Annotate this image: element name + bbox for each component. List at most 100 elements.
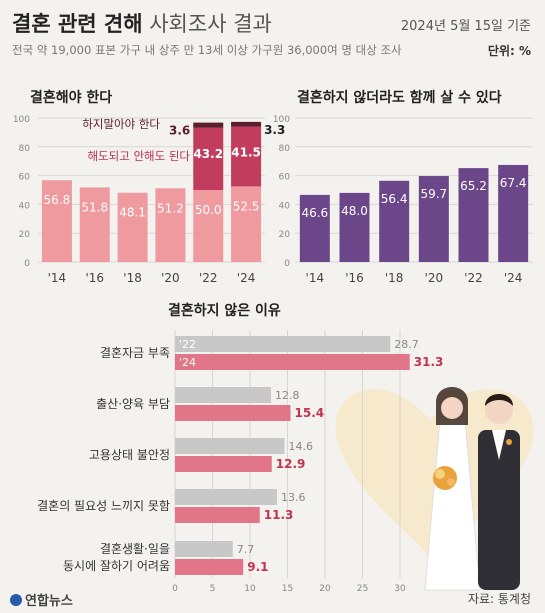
chart3-xtick: 5 — [210, 584, 216, 594]
groom-face-icon — [485, 396, 513, 424]
chart1-bar-label: 51.8 — [81, 200, 108, 214]
chart3-category: 결혼생활·일을 — [100, 542, 170, 556]
chart3-category: 출산·양육 부담 — [96, 397, 170, 411]
chart1-ytick: 0 — [24, 259, 30, 269]
groom-shirt-icon — [492, 430, 506, 460]
chart3-label-24: 9.1 — [247, 560, 268, 574]
chart3-bar-24 — [175, 405, 291, 421]
chart3-label-24: 11.3 — [264, 508, 294, 522]
chart1-top-label: 3.3 — [264, 123, 285, 137]
chart1-ytick: 60 — [19, 173, 31, 183]
chart3-label-22: 7.7 — [237, 543, 255, 556]
chart1-bar — [41, 180, 72, 262]
chart2-bar — [458, 168, 489, 262]
chart3-category: 동시에 잘하기 어려움 — [63, 559, 170, 573]
chart1-ytick: 20 — [19, 230, 31, 240]
chart1-top-label: 3.6 — [169, 124, 190, 138]
groom-suit-icon — [478, 430, 520, 590]
chart1-xtick: '16 — [85, 271, 104, 285]
chart3-bar-24 — [175, 559, 244, 575]
chart1-ytick: 100 — [13, 115, 30, 125]
chart1-bar — [117, 192, 148, 262]
chart1-xtick: '24 — [237, 271, 256, 285]
chart3-label-22: 12.8 — [275, 389, 300, 402]
chart3-label-24: 31.3 — [414, 355, 444, 369]
chart1-legend-mid: 해도되고 안해도 된다 — [87, 149, 190, 163]
chart2-bar-label: 67.4 — [500, 176, 527, 190]
date-label: 2024년 5월 15일 기준 — [400, 19, 531, 34]
chart2-bar — [379, 180, 410, 262]
chart3-category: 결혼자금 부족 — [100, 346, 170, 360]
chart3-label-24: 12.9 — [276, 457, 306, 471]
chart2-ytick: 100 — [273, 115, 290, 125]
chart1-xtick: '14 — [48, 271, 67, 285]
logo-text: 연합뉴스 — [25, 594, 73, 609]
chart3-label-22: 13.6 — [281, 491, 306, 504]
chart1-title: 결혼해야 한다 — [30, 89, 112, 106]
chart2-ytick: 60 — [279, 173, 291, 183]
chart2-ytick: 0 — [284, 259, 290, 269]
chart3-xtick: 15 — [282, 584, 293, 594]
title-sub: 사회조사 결과 — [149, 12, 272, 36]
chart1-bar-mid — [193, 127, 224, 190]
chart2-xtick: '18 — [385, 271, 404, 285]
chart3-series-24-label: '24 — [179, 356, 196, 369]
source-label: 자료: 통계청 — [467, 592, 531, 606]
chart2-ytick: 80 — [279, 144, 291, 154]
chart1-bar-label: 56.8 — [44, 193, 71, 207]
bouquet-flower-icon — [435, 469, 445, 479]
groom-hair-icon — [485, 394, 513, 406]
chart1-mid-label: 41.5 — [231, 146, 261, 160]
chart3-title: 결혼하지 않은 이유 — [168, 302, 281, 319]
chart1-bar-label: 52.5 — [233, 199, 260, 213]
chart2-bar — [339, 192, 370, 262]
chart1-ytick: 40 — [19, 201, 31, 211]
chart2-title: 결혼하지 않더라도 함께 살 수 있다 — [297, 89, 502, 106]
logo-mark-icon — [10, 594, 22, 606]
chart1-mid-label: 43.2 — [193, 147, 223, 161]
chart2-bar-label: 48.0 — [341, 204, 368, 218]
chart1-bar — [193, 190, 224, 262]
chart1-bar — [79, 187, 110, 262]
chart3-bar-22 — [175, 541, 233, 557]
chart3-bar-22 — [175, 489, 277, 505]
chart2-bar-label: 65.2 — [460, 179, 487, 193]
title-main: 결혼 관련 견해 — [12, 12, 143, 36]
chart2-bar-label: 46.6 — [301, 206, 328, 220]
chart1-xtick: '18 — [123, 271, 142, 285]
chart3-xtick: 30 — [394, 584, 406, 594]
yonhap-logo: 연합뉴스 — [10, 590, 73, 609]
bouquet-icon — [433, 466, 457, 490]
chart2-bar — [418, 176, 449, 262]
chart3-bar-24 — [175, 507, 260, 523]
chart2-xtick: '14 — [306, 271, 325, 285]
page-title: 결혼 관련 견해 사회조사 결과 — [12, 8, 272, 38]
chart1-bar-top — [231, 121, 262, 127]
chart3-xtick: 0 — [172, 584, 178, 594]
chart3-bar-22 — [175, 438, 285, 454]
chart2-xtick: '22 — [464, 271, 483, 285]
unit-label: 단위: % — [487, 44, 531, 58]
chart3-label-24: 15.4 — [295, 406, 325, 420]
chart3-category: 고용상태 불안정 — [89, 448, 170, 462]
chart1-bar-mid — [231, 126, 262, 187]
survey-description: 전국 약 19,000 표본 가구 내 상주 만 13세 이상 가구원 36,0… — [12, 43, 402, 57]
chart1-ytick: 80 — [19, 144, 31, 154]
chart2-bar — [498, 164, 529, 262]
chart3-xtick: 10 — [244, 584, 256, 594]
chart1-xtick: '22 — [199, 271, 218, 285]
bouquet-flower2-icon — [447, 478, 455, 486]
bride-face-front-icon — [441, 397, 463, 419]
chart3-category: 결혼의 필요성 느끼지 못함 — [37, 499, 170, 513]
chart2-xtick: '20 — [425, 271, 444, 285]
boutonniere-icon — [506, 439, 512, 445]
chart2-bar-label: 59.7 — [420, 187, 447, 201]
chart3-series-22-label: '22 — [179, 338, 196, 351]
chart3-xtick: 20 — [319, 584, 331, 594]
chart2-xtick: '16 — [345, 271, 364, 285]
chart1-bar-label: 50.0 — [195, 203, 222, 217]
chart1-bar — [231, 186, 262, 262]
chart1-bar — [155, 188, 186, 262]
chart3-label-22: 28.7 — [394, 338, 419, 351]
